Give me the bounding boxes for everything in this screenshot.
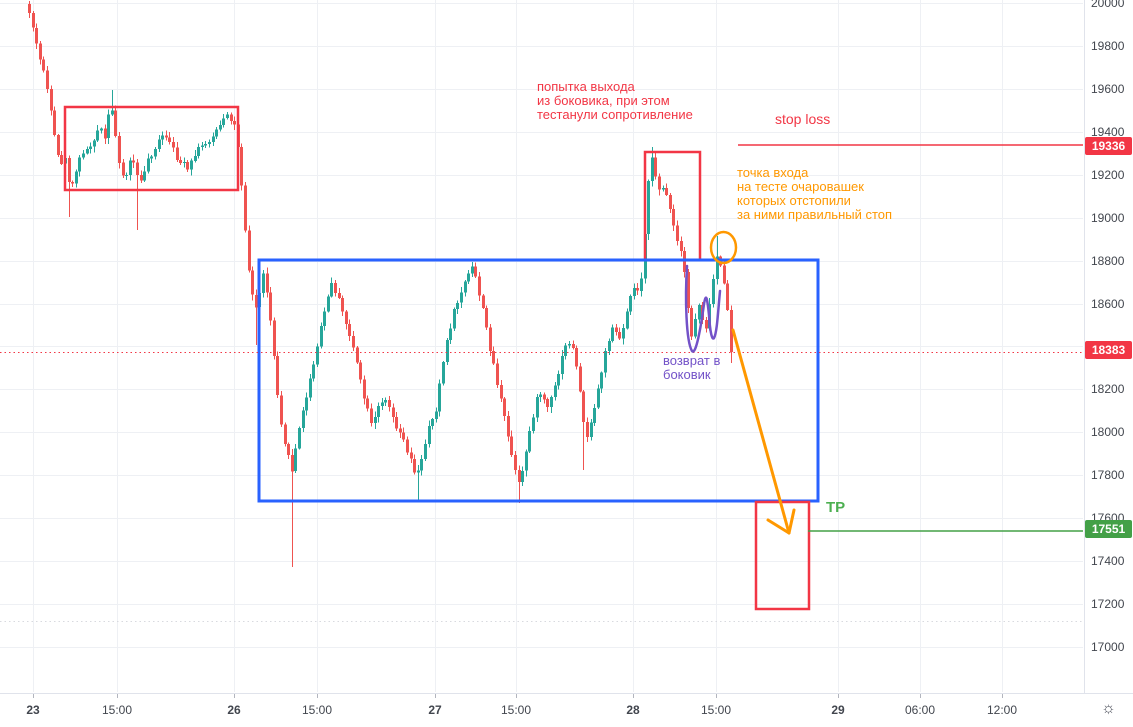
drawings bbox=[0, 105, 1083, 622]
time-tick-label: 12:00 bbox=[986, 703, 1018, 717]
return-to-range-squiggle[interactable] bbox=[684, 264, 722, 353]
time-tick-label: 28 bbox=[626, 703, 640, 717]
time-tick-label: 29 bbox=[831, 703, 845, 717]
price-tick-label: 18600 bbox=[1091, 296, 1125, 311]
theme-sun-icon[interactable]: ☼ bbox=[1101, 700, 1116, 717]
target-zone-box[interactable] bbox=[754, 500, 811, 611]
price-badge-19336: 19336 bbox=[1085, 136, 1132, 155]
annotation-breakout-attempt: попытка выхода из боковика, при этом тес… bbox=[537, 79, 693, 122]
entry-point-circle[interactable] bbox=[709, 230, 738, 265]
time-tick-mark bbox=[117, 694, 118, 698]
entry-to-target-arrow[interactable] bbox=[766, 518, 791, 535]
price-tick-label: 17800 bbox=[1091, 468, 1125, 483]
time-tick-mark bbox=[317, 694, 318, 698]
time-tick-mark bbox=[1002, 694, 1003, 698]
annotation-take-profit: TP bbox=[826, 499, 846, 516]
entry-to-target-arrow[interactable] bbox=[787, 508, 796, 535]
price-tick-label: 19600 bbox=[1091, 81, 1125, 96]
resistance-range-box[interactable] bbox=[63, 105, 240, 192]
time-tick-mark bbox=[920, 694, 921, 698]
sideways-range-box[interactable] bbox=[257, 258, 820, 503]
price-tick-label: 20000 bbox=[1091, 0, 1125, 10]
price-badge-18383: 18383 bbox=[1085, 341, 1132, 360]
time-tick-label: 27 bbox=[428, 703, 442, 717]
time-tick-mark bbox=[716, 694, 717, 698]
price-tick-label: 18800 bbox=[1091, 253, 1125, 268]
time-tick-label: 15:00 bbox=[700, 703, 732, 717]
time-tick-mark bbox=[234, 694, 235, 698]
price-tick-label: 18200 bbox=[1091, 382, 1125, 397]
time-tick-mark bbox=[838, 694, 839, 698]
time-axis[interactable]: 23 15:00 26 15:00 27 15:00 28 15:00 29 06:00 12:00 bbox=[0, 693, 1133, 727]
time-tick-mark bbox=[435, 694, 436, 698]
price-badge-17551: 17551 bbox=[1085, 519, 1132, 538]
time-tick-mark bbox=[516, 694, 517, 698]
annotation-entry-point: точка входа на тесте очаровашек которых … bbox=[737, 165, 893, 222]
annotation-return-to-range: возврат в боковик bbox=[663, 353, 721, 382]
price-tick-label: 19400 bbox=[1091, 124, 1125, 139]
price-tick-label: 17000 bbox=[1091, 640, 1125, 654]
price-tick-label: 19800 bbox=[1091, 38, 1125, 53]
time-tick-mark bbox=[633, 694, 634, 698]
grid bbox=[0, 0, 1083, 692]
time-tick-label: 15:00 bbox=[101, 703, 133, 717]
time-tick-label: 15:00 bbox=[500, 703, 532, 717]
time-tick-label: 15:00 bbox=[301, 703, 333, 717]
time-tick-label: 06:00 bbox=[904, 703, 936, 717]
price-tick-label: 19200 bbox=[1091, 167, 1125, 182]
time-tick-label: 23 bbox=[26, 703, 40, 717]
price-tick-label: 17200 bbox=[1091, 597, 1125, 612]
entry-to-target-arrow[interactable] bbox=[731, 328, 791, 535]
price-tick-label: 17400 bbox=[1091, 554, 1125, 569]
time-tick-label: 26 bbox=[227, 703, 241, 717]
price-tick-label: 18000 bbox=[1091, 425, 1125, 440]
annotation-stop-loss: stop loss bbox=[775, 111, 831, 127]
price-tick-label: 19000 bbox=[1091, 210, 1125, 225]
time-tick-mark bbox=[33, 694, 34, 698]
